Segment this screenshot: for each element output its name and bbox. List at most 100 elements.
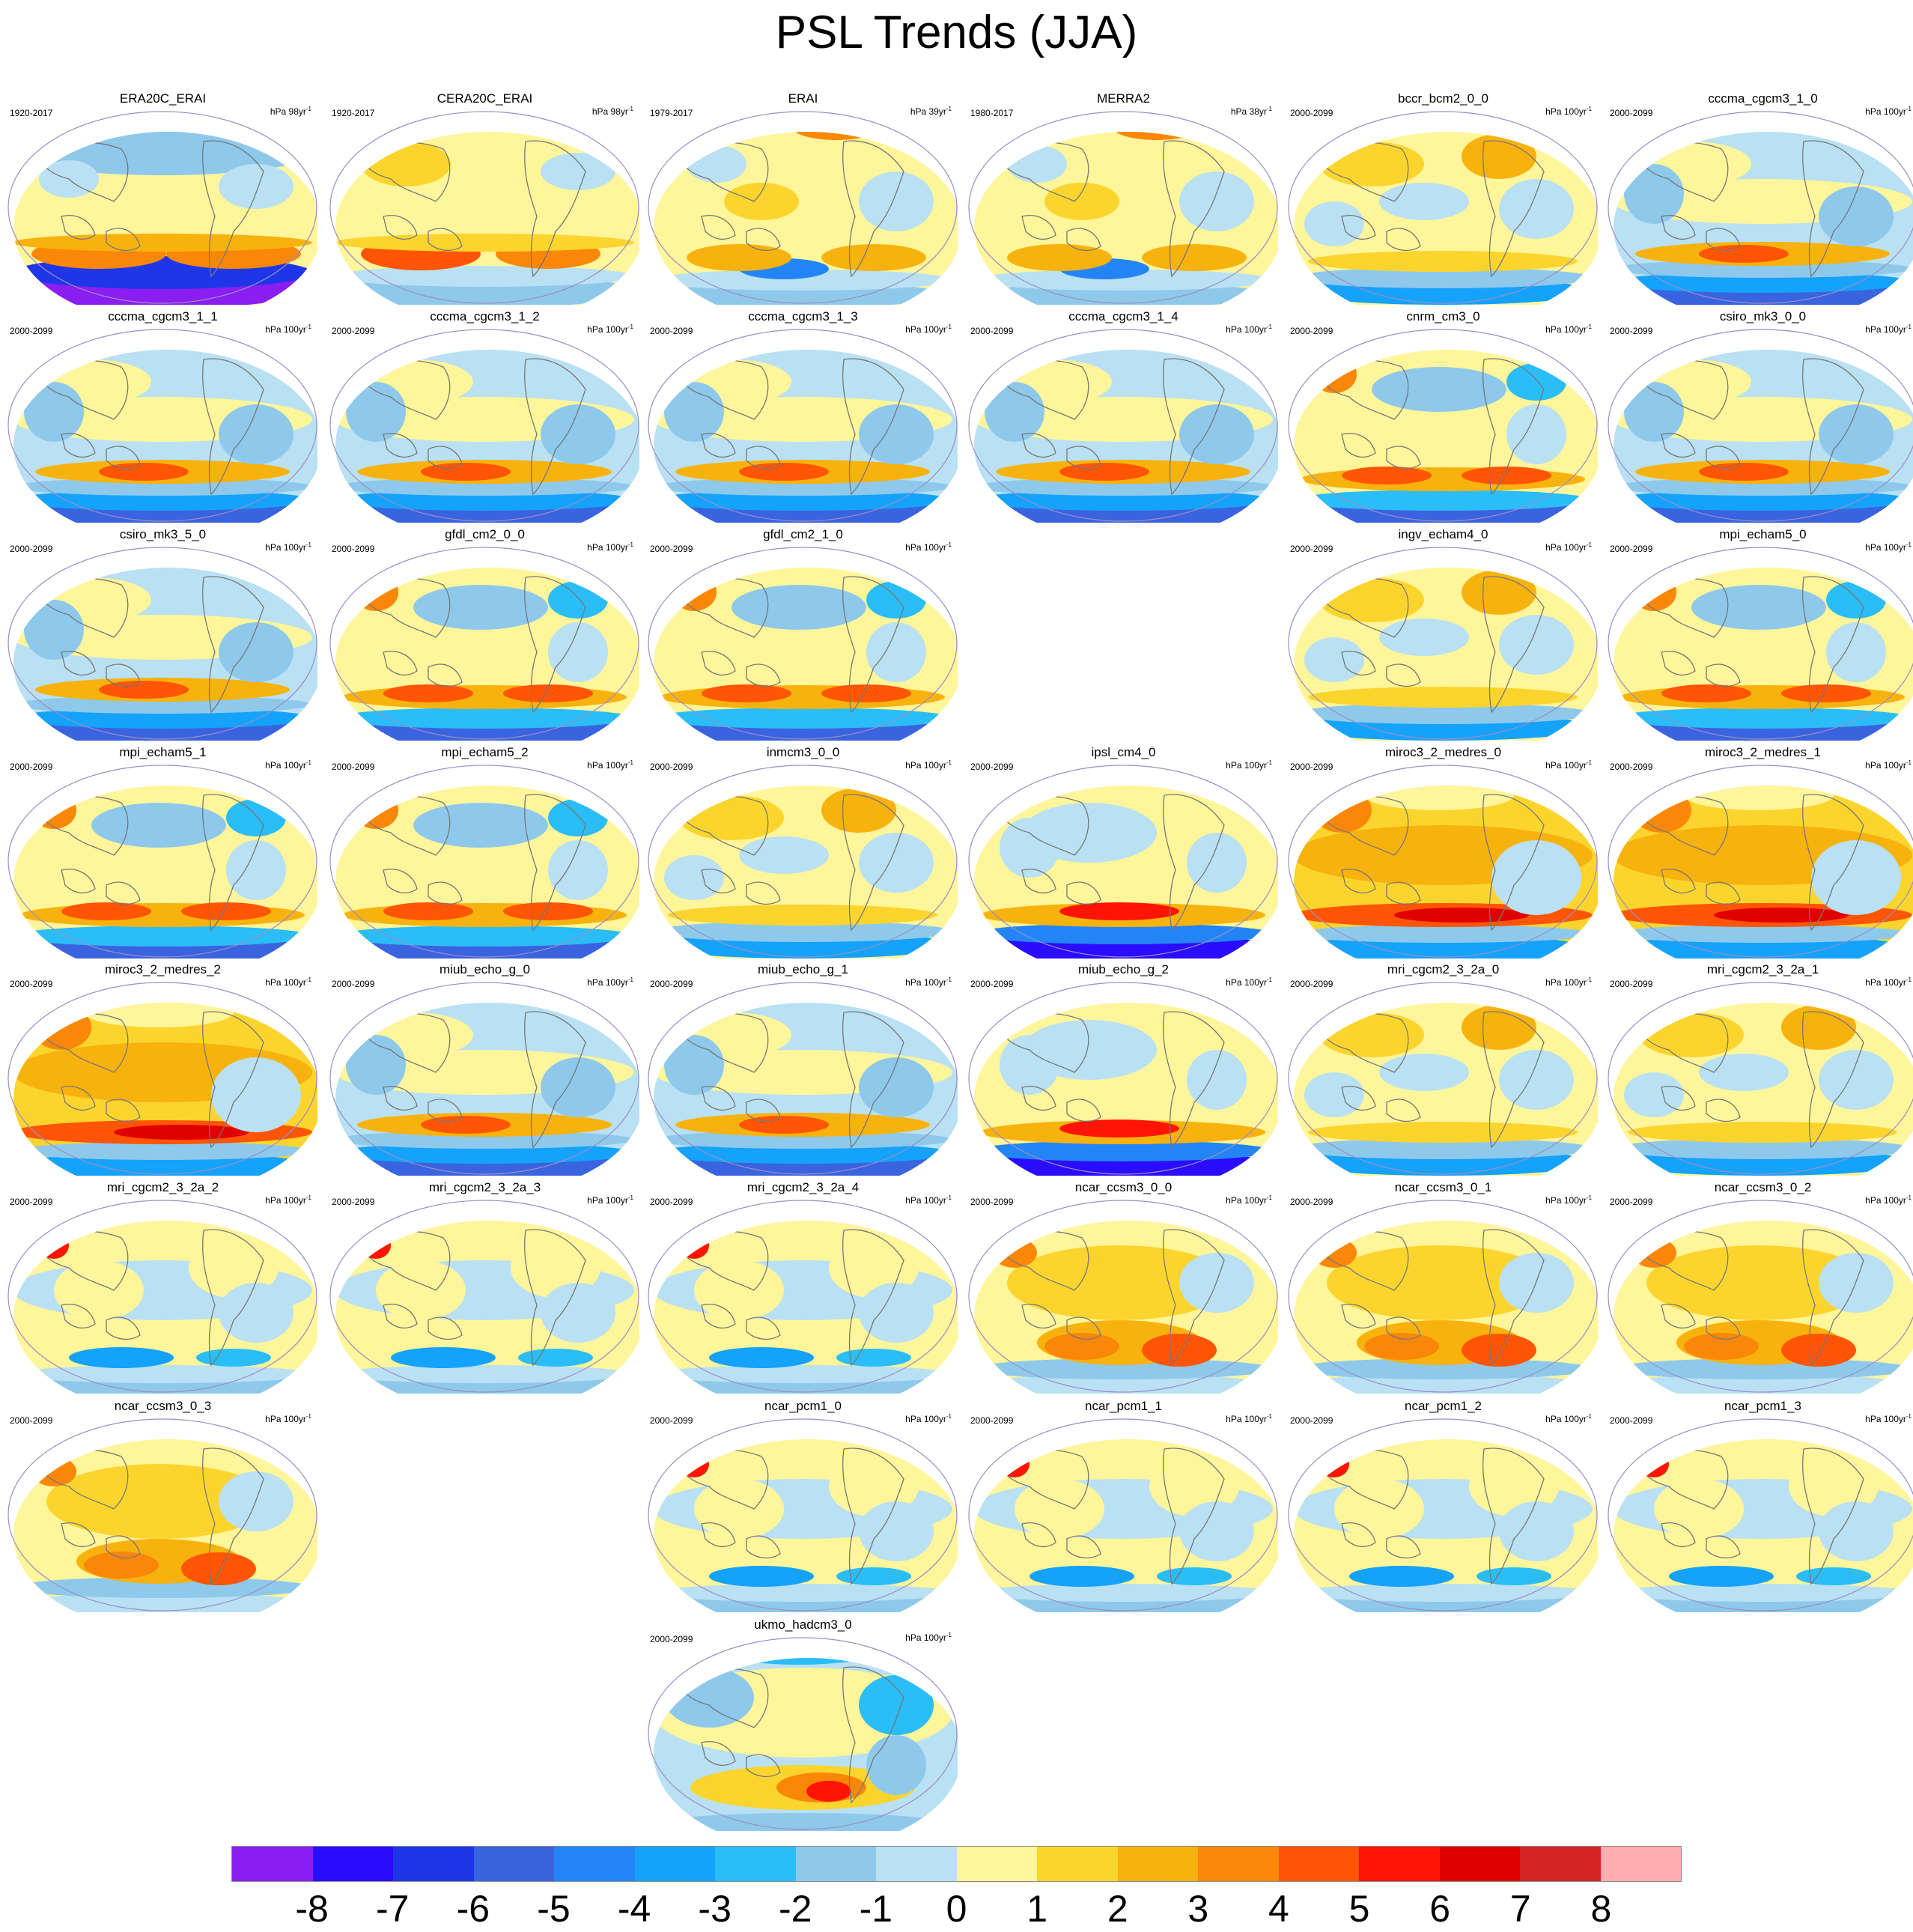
panel-title: ncar_pcm1_0 xyxy=(764,1399,842,1413)
panel-units: hPa 100yr-1 xyxy=(265,541,311,553)
colorbar-swatch xyxy=(1198,1847,1279,1881)
panel-title: CERA20C_ERAI xyxy=(437,91,533,106)
units-value: 98yr xyxy=(610,106,628,117)
map-svg xyxy=(648,329,958,523)
map-panel: miub_echo_g_1 2000-2099 hPa 100yr-1 xyxy=(644,962,962,1176)
map-panel: ipsl_cm4_0 2000-2099 hPa 100yr-1 xyxy=(964,745,1283,959)
units-value: 100yr xyxy=(923,760,946,771)
map-panel: cccma_cgcm3_1_2 2000-2099 hPa 100yr-1 xyxy=(326,309,644,523)
map-svg xyxy=(648,1637,958,1831)
units-exponent: -1 xyxy=(627,323,633,330)
units-value: 100yr xyxy=(605,542,628,553)
panel-years: 2000-2099 xyxy=(1610,544,1653,554)
map-panel: miroc3_2_medres_2 2000-2099 hPa 100yr-1 xyxy=(4,962,322,1176)
units-exponent: -1 xyxy=(1586,976,1592,983)
colorbar-swatch xyxy=(393,1847,474,1881)
colorbar-swatch xyxy=(1520,1847,1601,1881)
map-svg xyxy=(968,1200,1278,1394)
colorbar-tick-label: 6 xyxy=(1429,1888,1451,1930)
units-value: 100yr xyxy=(1563,1414,1587,1424)
map-panel: ncar_pcm1_2 2000-2099 hPa 100yr-1 xyxy=(1284,1399,1602,1612)
panel-units: hPa 100yr-1 xyxy=(905,1194,952,1206)
units-prefix: hPa xyxy=(587,542,603,553)
panel-title: mri_cgcm2_3_2a_4 xyxy=(746,1180,860,1194)
map-svg xyxy=(7,329,317,523)
map-panel: ncar_pcm1_0 2000-2099 hPa 100yr-1 xyxy=(644,1399,962,1612)
panel-years: 2000-2099 xyxy=(1290,762,1333,772)
units-exponent: -1 xyxy=(946,759,952,766)
units-exponent: -1 xyxy=(1266,106,1272,112)
panel-years: 2000-2099 xyxy=(1610,108,1653,118)
map-panel: csiro_mk3_0_0 2000-2099 hPa 100yr-1 xyxy=(1604,309,1913,523)
map-svg xyxy=(648,111,958,305)
units-prefix: hPa xyxy=(1865,542,1882,553)
map-panel: miub_echo_g_0 2000-2099 hPa 100yr-1 xyxy=(326,962,644,1176)
panel-years: 2000-2099 xyxy=(650,1634,693,1644)
units-value: 100yr xyxy=(1883,760,1906,771)
map-panel: cnrm_cm3_0 2000-2099 hPa 100yr-1 xyxy=(1284,309,1602,523)
map-panel: csiro_mk3_5_0 2000-2099 hPa 100yr-1 xyxy=(4,527,322,741)
map-svg xyxy=(7,111,317,305)
map-panel: mpi_echam5_2 2000-2099 hPa 100yr-1 xyxy=(326,745,644,959)
units-value: 100yr xyxy=(1244,1195,1267,1206)
panel-units: hPa 100yr-1 xyxy=(265,976,311,988)
colorbar-swatch xyxy=(1117,1847,1198,1881)
units-value: 100yr xyxy=(605,760,628,771)
map-svg xyxy=(968,329,1278,523)
units-prefix: hPa xyxy=(1545,1414,1562,1424)
units-prefix: hPa xyxy=(1226,977,1242,988)
panel-title: mpi_echam5_0 xyxy=(1719,527,1807,541)
units-exponent: -1 xyxy=(627,541,633,548)
map-panel: cccma_cgcm3_1_3 2000-2099 hPa 100yr-1 xyxy=(644,309,962,523)
units-prefix: hPa xyxy=(905,1195,922,1206)
map-panel: bccr_bcm2_0_0 2000-2099 hPa 100yr-1 xyxy=(1284,91,1602,305)
units-prefix: hPa xyxy=(1226,1414,1242,1424)
colorbar-swatch xyxy=(1600,1847,1681,1881)
panel-title: cccma_cgcm3_1_0 xyxy=(1708,91,1818,106)
map-svg xyxy=(1288,547,1598,741)
units-prefix: hPa xyxy=(587,760,603,771)
map-panel: ncar_ccsm3_0_3 2000-2099 hPa 100yr-1 xyxy=(4,1399,322,1612)
map-svg xyxy=(329,982,639,1176)
panel-units: hPa 100yr-1 xyxy=(1865,541,1912,553)
units-prefix: hPa xyxy=(1865,1195,1882,1206)
units-value: 100yr xyxy=(1883,542,1906,553)
panel-years: 2000-2099 xyxy=(650,979,693,989)
map-panel: CERA20C_ERAI 1920-2017 hPa 98yr-1 xyxy=(326,91,644,305)
map-panel: mpi_echam5_1 2000-2099 hPa 100yr-1 xyxy=(4,745,322,959)
colorbar-tick-label: 8 xyxy=(1590,1888,1612,1930)
panel-title: ncar_ccsm3_0_2 xyxy=(1714,1180,1812,1194)
panel-units: hPa 100yr-1 xyxy=(1226,759,1272,771)
map-panel: cccma_cgcm3_1_4 2000-2099 hPa 100yr-1 xyxy=(964,309,1283,523)
units-prefix: hPa xyxy=(1865,977,1882,988)
units-exponent: -1 xyxy=(1586,1413,1592,1420)
colorbar-tick-label: -5 xyxy=(537,1888,571,1930)
units-value: 100yr xyxy=(923,1632,946,1643)
panel-years: 2000-2099 xyxy=(1290,1415,1333,1426)
panel-units: hPa 100yr-1 xyxy=(587,1194,633,1206)
colorbar-tick-label: 5 xyxy=(1348,1888,1370,1930)
units-prefix: hPa xyxy=(265,542,282,553)
colorbar-swatch xyxy=(554,1847,635,1881)
units-value: 100yr xyxy=(1563,324,1587,335)
colorbar-swatch xyxy=(1278,1847,1359,1881)
panel-years: 2000-2099 xyxy=(650,544,693,554)
units-exponent: -1 xyxy=(946,976,952,983)
panel-title: ncar_pcm1_3 xyxy=(1724,1399,1801,1413)
panel-units: hPa 100yr-1 xyxy=(905,541,952,553)
colorbar-tick-label: 3 xyxy=(1187,1888,1209,1930)
panel-units: hPa 100yr-1 xyxy=(1226,976,1272,988)
map-svg xyxy=(648,547,958,741)
panel-units: hPa 100yr-1 xyxy=(905,1632,952,1643)
units-prefix: hPa xyxy=(910,106,927,117)
panel-years: 2000-2099 xyxy=(1290,326,1333,336)
panel-units: hPa 100yr-1 xyxy=(905,323,952,335)
panel-units: hPa 100yr-1 xyxy=(1226,1413,1272,1424)
panel-title: ERA20C_ERAI xyxy=(119,91,207,106)
map-svg xyxy=(968,982,1278,1176)
map-svg xyxy=(1288,1418,1598,1612)
panel-units: hPa 98yr-1 xyxy=(270,106,311,117)
panel-units: hPa 100yr-1 xyxy=(587,323,633,335)
map-svg xyxy=(329,547,639,741)
panel-years: 2000-2099 xyxy=(970,1415,1014,1426)
